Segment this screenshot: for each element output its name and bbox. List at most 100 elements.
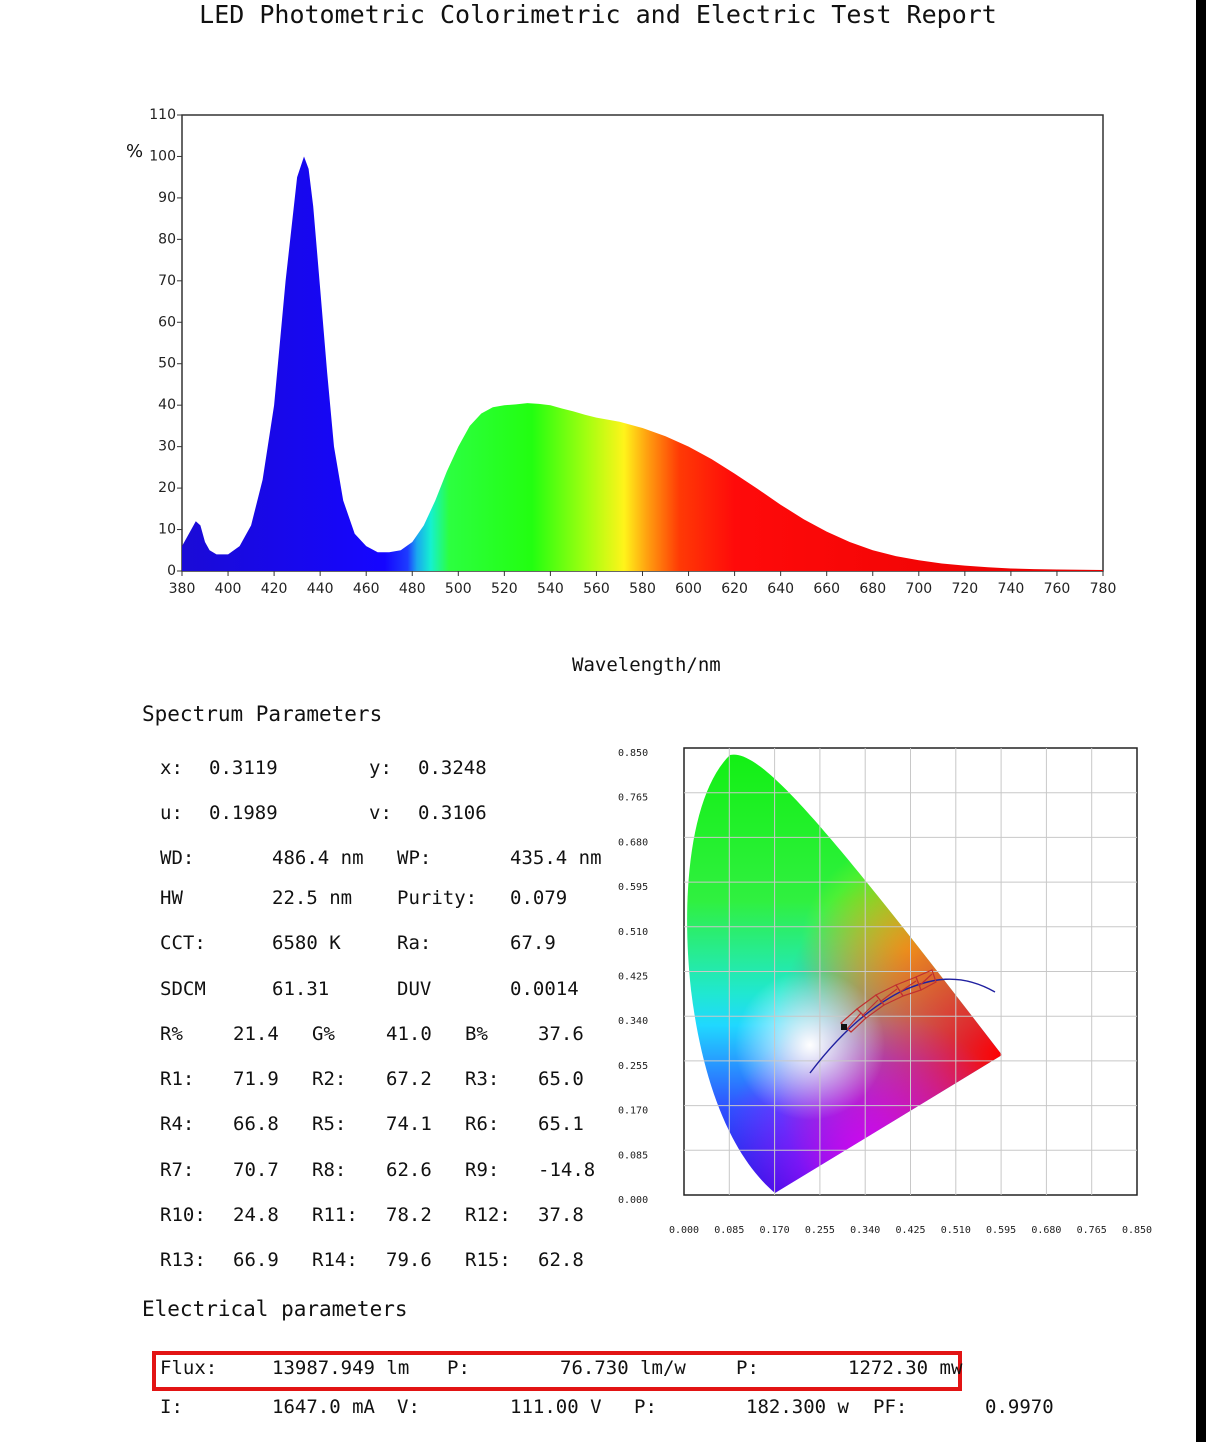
x-axis-label: Wavelength/nm [572, 654, 721, 676]
cie-y-tick-label: 0.255 [618, 1061, 648, 1072]
param-label: R14: [312, 1249, 358, 1271]
param-label: WP: [397, 847, 432, 869]
param-value: 37.8 [538, 1204, 584, 1226]
cie-x-tick-label: 0.255 [805, 1225, 835, 1236]
cie-chromaticity-diagram: 0.850 0.765 0.680 0.595 0.510 0.425 0.340 0.255… [618, 747, 1152, 1236]
elec-label-current: I: [160, 1396, 183, 1418]
param-label: HW [160, 887, 183, 909]
param-value: 67.9 [510, 932, 556, 954]
elec-value-power: 182.300 w [746, 1396, 849, 1418]
isotemperature-boxes [840, 969, 937, 1033]
param-label: B% [465, 1023, 488, 1045]
x-tick-label: 420 [261, 581, 288, 597]
x-tick-label: 620 [721, 581, 748, 597]
param-label: WD: [160, 847, 195, 869]
x-tick-label: 560 [583, 581, 610, 597]
y-tick-label: 100 [149, 148, 176, 164]
elec-value-voltage: 111.00 V [510, 1396, 602, 1418]
param-label: R4: [160, 1113, 195, 1135]
param-value: 67.2 [386, 1068, 432, 1090]
y-axis-unit-label: % [126, 141, 143, 162]
cie-y-tick-label: 0.850 [618, 748, 648, 759]
cie-y-tick-label: 0.085 [618, 1150, 648, 1161]
param-label: Purity: [397, 887, 478, 909]
elec-label-power: P: [634, 1396, 657, 1418]
param-value: 65.0 [538, 1068, 584, 1090]
cie-y-tick-label: 0.595 [618, 882, 648, 893]
param-label: G% [312, 1023, 335, 1045]
cie-y-tick-label: 0.170 [618, 1106, 648, 1117]
param-label: R9: [465, 1159, 500, 1181]
param-value: 41.0 [386, 1023, 432, 1045]
param-value: 24.8 [233, 1204, 279, 1226]
y-tick-label: 0 [167, 563, 176, 579]
x-tick-label: 380 [169, 581, 196, 597]
elec-value-flux: 13987.949 lm [272, 1357, 410, 1379]
spectrum-chart: 380 400 420 440 460 480 500 520 540 560 580 600 620 6… [126, 107, 1116, 597]
param-value: -14.8 [538, 1159, 596, 1181]
flux-highlight-box [152, 1351, 962, 1391]
y-tick-label: 40 [158, 397, 176, 413]
param-label: CCT: [160, 932, 206, 954]
spectrum-area [182, 156, 1103, 571]
elec-label-voltage: V: [397, 1396, 420, 1418]
x-tick-label: 720 [951, 581, 978, 597]
param-label: R3: [465, 1068, 500, 1090]
x-tick-label: 520 [491, 581, 518, 597]
param-value: 79.6 [386, 1249, 432, 1271]
param-label: SDCM [160, 978, 206, 1000]
param-value: 70.7 [233, 1159, 279, 1181]
y-tick-label: 70 [158, 273, 176, 289]
x-tick-label: 740 [998, 581, 1025, 597]
param-label: DUV [397, 978, 432, 1000]
cie-x-tick-label: 0.340 [850, 1225, 880, 1236]
x-tick-label: 660 [813, 581, 840, 597]
param-value: 62.6 [386, 1159, 432, 1181]
param-label: R5: [312, 1113, 347, 1135]
elec-value-current: 1647.0 mA [272, 1396, 375, 1418]
param-value: 6580 K [272, 932, 341, 954]
cie-x-tick-label: 0.765 [1077, 1225, 1107, 1236]
x-tick-label: 760 [1044, 581, 1071, 597]
param-label: R11: [312, 1204, 358, 1226]
spectrum-parameters-heading: Spectrum Parameters [142, 702, 383, 726]
param-value: 66.9 [233, 1249, 279, 1271]
elec-label-p: P: [736, 1357, 759, 1379]
elec-label-efficacy: P: [447, 1357, 470, 1379]
cie-x-tick-label: 0.850 [1122, 1225, 1152, 1236]
y-tick-label: 90 [158, 190, 176, 206]
param-label-x: x: [160, 757, 183, 779]
y-tick-label: 60 [158, 314, 176, 330]
param-value: 0.079 [510, 887, 568, 909]
x-tick-label: 600 [675, 581, 702, 597]
cie-x-tick-label: 0.680 [1031, 1225, 1061, 1236]
param-label: R8: [312, 1159, 347, 1181]
param-value-v: 0.3106 [418, 802, 487, 824]
param-value: 486.4 nm [272, 847, 364, 869]
param-value: 78.2 [386, 1204, 432, 1226]
param-value: 71.9 [233, 1068, 279, 1090]
x-tick-label: 460 [353, 581, 380, 597]
y-tick-label: 30 [158, 439, 176, 455]
param-value: 0.0014 [510, 978, 579, 1000]
param-value-x: 0.3119 [209, 757, 278, 779]
cie-y-tick-label: 0.765 [618, 793, 648, 804]
cie-x-tick-label: 0.425 [895, 1225, 925, 1236]
elec-label-flux: Flux: [160, 1357, 218, 1379]
param-value: 37.6 [538, 1023, 584, 1045]
param-value: 21.4 [233, 1023, 279, 1045]
param-value: 435.4 nm [510, 847, 602, 869]
x-tick-label: 400 [215, 581, 242, 597]
cie-x-tick-label: 0.170 [760, 1225, 790, 1236]
param-label: R10: [160, 1204, 206, 1226]
elec-value-efficacy: 76.730 lm/w [560, 1357, 686, 1379]
param-label-u: u: [160, 802, 183, 824]
report-title: LED Photometric Colorimetric and Electri… [199, 0, 997, 29]
param-value-y: 0.3248 [418, 757, 487, 779]
param-label: R2: [312, 1068, 347, 1090]
x-tick-label: 640 [767, 581, 794, 597]
y-tick-label: 20 [158, 480, 176, 496]
param-value: 66.8 [233, 1113, 279, 1135]
param-label: R15: [465, 1249, 511, 1271]
